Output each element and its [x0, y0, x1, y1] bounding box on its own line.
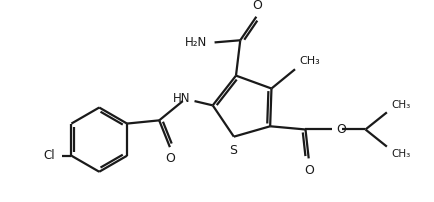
Text: H₂N: H₂N	[185, 36, 207, 49]
Text: O: O	[336, 123, 346, 136]
Text: CH₃: CH₃	[299, 56, 320, 66]
Text: S: S	[229, 144, 237, 157]
Text: O: O	[165, 153, 175, 165]
Text: O: O	[253, 0, 262, 13]
Text: CH₃: CH₃	[391, 100, 411, 110]
Text: O: O	[304, 164, 314, 177]
Text: HN: HN	[173, 93, 190, 105]
Text: Cl: Cl	[44, 149, 56, 162]
Text: CH₃: CH₃	[391, 149, 411, 159]
